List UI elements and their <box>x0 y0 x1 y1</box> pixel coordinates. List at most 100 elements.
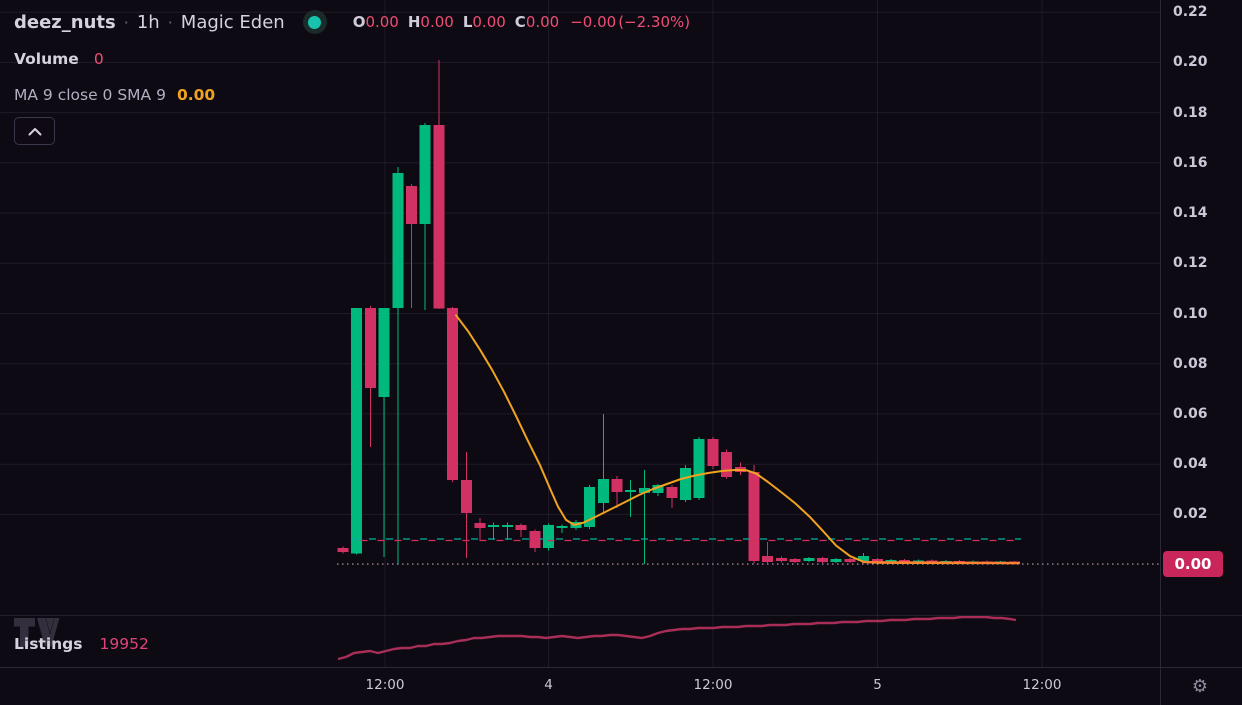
price-axis[interactable]: 0.00 0.22 0.20 0.18 0.16 0.14 0.12 0.10 0.08 0.0… <box>1161 0 1242 668</box>
candle <box>721 451 733 477</box>
change-value: −0.00 <box>570 13 617 31</box>
high-label: H <box>407 13 421 31</box>
candle <box>817 558 828 563</box>
time-axis-label: 12:00 <box>365 677 405 693</box>
time-axis[interactable]: ⚙ 12:00 4 12:00 5 12:00 <box>0 668 1242 705</box>
price-axis-label: 0.10 <box>1173 305 1208 322</box>
candle <box>597 479 609 504</box>
chart-legend: deez_nuts · 1h · Magic Eden O 0.00 H 0.0… <box>14 8 690 145</box>
open-value: 0.00 <box>365 13 399 31</box>
listings-label: Listings <box>14 635 83 653</box>
candle <box>337 548 349 552</box>
price-axis-label: 0.20 <box>1173 54 1208 71</box>
candle <box>844 559 856 563</box>
exchange-name[interactable]: Magic Eden <box>180 11 285 33</box>
candle <box>885 560 897 563</box>
candles-series <box>337 60 1020 565</box>
candle <box>666 487 678 498</box>
candle <box>693 439 705 499</box>
candle <box>460 480 472 514</box>
legend-separator: · <box>123 12 129 32</box>
candle <box>789 559 801 563</box>
ma9-line <box>455 314 1020 565</box>
candle <box>830 559 842 563</box>
candle <box>351 308 363 554</box>
volume-value: 0 <box>93 50 104 68</box>
candle <box>680 468 691 501</box>
ohlc-values: O 0.00 H 0.00 L 0.00 C 0.00 −0.00 (−2.30… <box>353 13 690 31</box>
ma9-line-tail <box>861 560 1021 565</box>
legend-separator: · <box>167 12 173 32</box>
open-label: O <box>352 13 366 31</box>
current-price-badge: 0.00 <box>1163 551 1223 578</box>
candle <box>858 556 870 562</box>
price-axis-label: 0.22 <box>1173 4 1208 21</box>
price-axis-label: 0.04 <box>1173 456 1208 473</box>
symbol-name[interactable]: deez_nuts <box>14 11 116 33</box>
candle <box>707 439 719 466</box>
candle <box>652 485 664 493</box>
price-axis-label: 0.06 <box>1173 405 1208 422</box>
candle <box>433 125 445 309</box>
candle <box>556 525 568 528</box>
time-axis-label: 12:00 <box>693 677 733 693</box>
candle <box>378 308 390 398</box>
change-percent: (−2.30%) <box>618 13 691 31</box>
legend-collapse-button[interactable] <box>14 117 55 145</box>
low-value: 0.00 <box>472 13 506 31</box>
candle <box>529 531 541 549</box>
time-axis-label: 12:00 <box>1022 677 1062 693</box>
low-label: L <box>462 13 473 31</box>
chevron-up-icon <box>28 127 41 135</box>
volume-label: Volume <box>14 50 79 68</box>
ma-label: MA 9 close 0 SMA 9 <box>14 86 166 104</box>
close-label: C <box>514 13 526 31</box>
candle <box>899 560 911 563</box>
price-axis-label: 0.14 <box>1173 205 1208 222</box>
candle <box>474 522 486 528</box>
candle <box>775 558 787 562</box>
ma-legend-row[interactable]: MA 9 close 0 SMA 9 0.00 <box>14 85 690 105</box>
symbol-legend-row[interactable]: deez_nuts · 1h · Magic Eden O 0.00 H 0.0… <box>14 8 690 36</box>
price-axis-label: 0.12 <box>1173 255 1208 272</box>
candle <box>406 186 417 225</box>
candle <box>638 488 650 493</box>
market-status-icon[interactable] <box>302 10 327 34</box>
candle <box>803 558 815 562</box>
interval-value[interactable]: 1h <box>136 11 160 33</box>
candle <box>515 524 527 530</box>
candle <box>447 308 459 480</box>
settings-gear-icon[interactable]: ⚙ <box>1191 676 1209 697</box>
candle <box>871 559 883 562</box>
candle <box>584 487 596 527</box>
listings-value: 19952 <box>99 635 149 653</box>
tradingview-logo[interactable] <box>12 614 60 654</box>
high-value: 0.00 <box>420 13 454 31</box>
candle <box>419 125 431 225</box>
horizontal-gridlines <box>0 11 1160 515</box>
candle <box>543 524 554 548</box>
price-axis-label: 0.18 <box>1173 104 1208 121</box>
candle <box>488 524 500 527</box>
ma-value: 0.00 <box>176 86 216 104</box>
candle <box>625 489 637 492</box>
price-axis-label: 0.02 <box>1173 506 1208 523</box>
candle <box>926 560 938 563</box>
price-axis-label: 0.16 <box>1173 154 1208 171</box>
candle <box>748 471 760 561</box>
close-value: 0.00 <box>525 13 560 31</box>
volume-legend-row[interactable]: Volume 0 <box>14 49 690 69</box>
time-axis-label: 5 <box>873 677 882 693</box>
candle <box>501 524 513 527</box>
listings-legend-row[interactable]: Listings 19952 <box>14 635 149 653</box>
price-axis-label: 0.08 <box>1173 355 1208 372</box>
candle <box>611 479 623 493</box>
listings-line <box>337 615 1017 661</box>
tradingview-logo-icon <box>14 618 60 647</box>
vertical-gridlines <box>384 0 1043 668</box>
status-dot-icon <box>308 15 322 29</box>
candle <box>392 173 404 309</box>
